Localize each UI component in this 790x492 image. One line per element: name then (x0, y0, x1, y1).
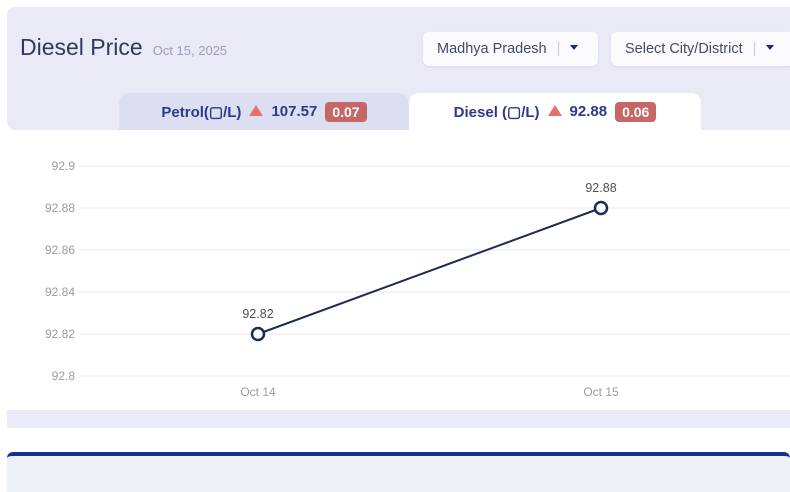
svg-text:92.86: 92.86 (45, 243, 75, 257)
svg-text:92.82: 92.82 (242, 307, 273, 321)
svg-text:92.82: 92.82 (45, 327, 75, 341)
svg-text:92.88: 92.88 (45, 201, 75, 215)
svg-text:92.88: 92.88 (585, 181, 616, 195)
svg-text:92.8: 92.8 (52, 369, 76, 383)
svg-text:92.9: 92.9 (52, 159, 76, 173)
svg-text:92.84: 92.84 (45, 285, 75, 299)
svg-text:Oct 15: Oct 15 (583, 385, 619, 399)
svg-text:Oct 14: Oct 14 (240, 385, 276, 399)
